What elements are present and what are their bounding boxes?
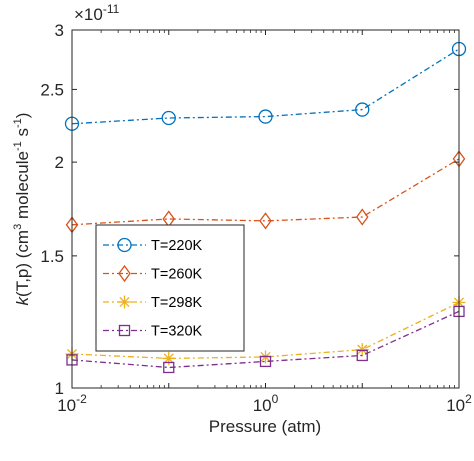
x-tick-base: 10 — [57, 396, 76, 415]
legend-label: T=320K — [151, 324, 203, 340]
legend-marker — [118, 324, 131, 337]
data-point — [259, 355, 272, 368]
legend-label: T=298K — [151, 295, 203, 311]
x-tick-label: 100 — [253, 392, 279, 415]
data-point — [258, 109, 273, 124]
data-point — [163, 361, 175, 374]
x-tick-exp: 0 — [272, 392, 279, 406]
y-label-exp3: 3 — [12, 224, 24, 230]
x-tick-base: 10 — [446, 396, 465, 415]
legend-label: T=220K — [151, 238, 203, 254]
y-tick-label: 2.5 — [40, 80, 64, 99]
series-line — [71, 301, 460, 360]
y-axis-label: k(T,p) (cm3 molecule-1 s-1) — [12, 113, 32, 306]
x-tick-label: 102 — [446, 392, 472, 415]
y-tick-label: 1 — [55, 379, 64, 398]
legend: T=220K T=260K T=298K T=320K — [95, 224, 245, 352]
y-tick-label: 3 — [55, 21, 64, 40]
legend-entry: T=320K — [103, 324, 203, 340]
legend-marker — [118, 264, 131, 283]
legend-marker — [118, 295, 131, 309]
y-axis-multiplier: ×10-11 — [74, 2, 120, 24]
data-point — [355, 208, 369, 226]
legend-label: T=260K — [151, 267, 203, 283]
y-tick-label: 1.5 — [40, 247, 64, 266]
legend-entry: T=260K — [103, 264, 203, 283]
y-label-units-mid: molecule — [13, 151, 32, 224]
data-point — [161, 110, 176, 126]
y-label-args: (T,p) — [13, 263, 32, 297]
x-axis-label: Pressure (atm) — [209, 417, 321, 436]
y-label-units-open: (cm — [13, 230, 32, 263]
y-label-units-s: s — [13, 128, 32, 141]
legend-entry: T=298K — [103, 295, 203, 311]
y-multiplier-base: ×10 — [74, 5, 103, 24]
x-tick-label: 10-2 — [57, 392, 87, 415]
legend-entry: T=220K — [103, 237, 203, 254]
y-label-exp-m1a: -1 — [12, 141, 24, 151]
series-line — [71, 310, 460, 369]
y-label-exp-m1b: -1 — [12, 118, 24, 128]
x-tick-exp: 2 — [465, 392, 472, 406]
y-label-units-close: ) — [13, 113, 32, 119]
y-label-k: k — [13, 295, 32, 305]
legend-marker — [117, 237, 132, 253]
x-tick-base: 10 — [253, 396, 272, 415]
y-multiplier-exp: -11 — [103, 2, 120, 16]
data-point — [355, 343, 369, 357]
data-point — [162, 351, 176, 365]
data-point — [259, 212, 272, 230]
x-tick-exp: -2 — [76, 392, 87, 406]
data-point — [356, 349, 368, 362]
y-tick-label: 2 — [55, 153, 64, 172]
data-point — [355, 102, 370, 117]
